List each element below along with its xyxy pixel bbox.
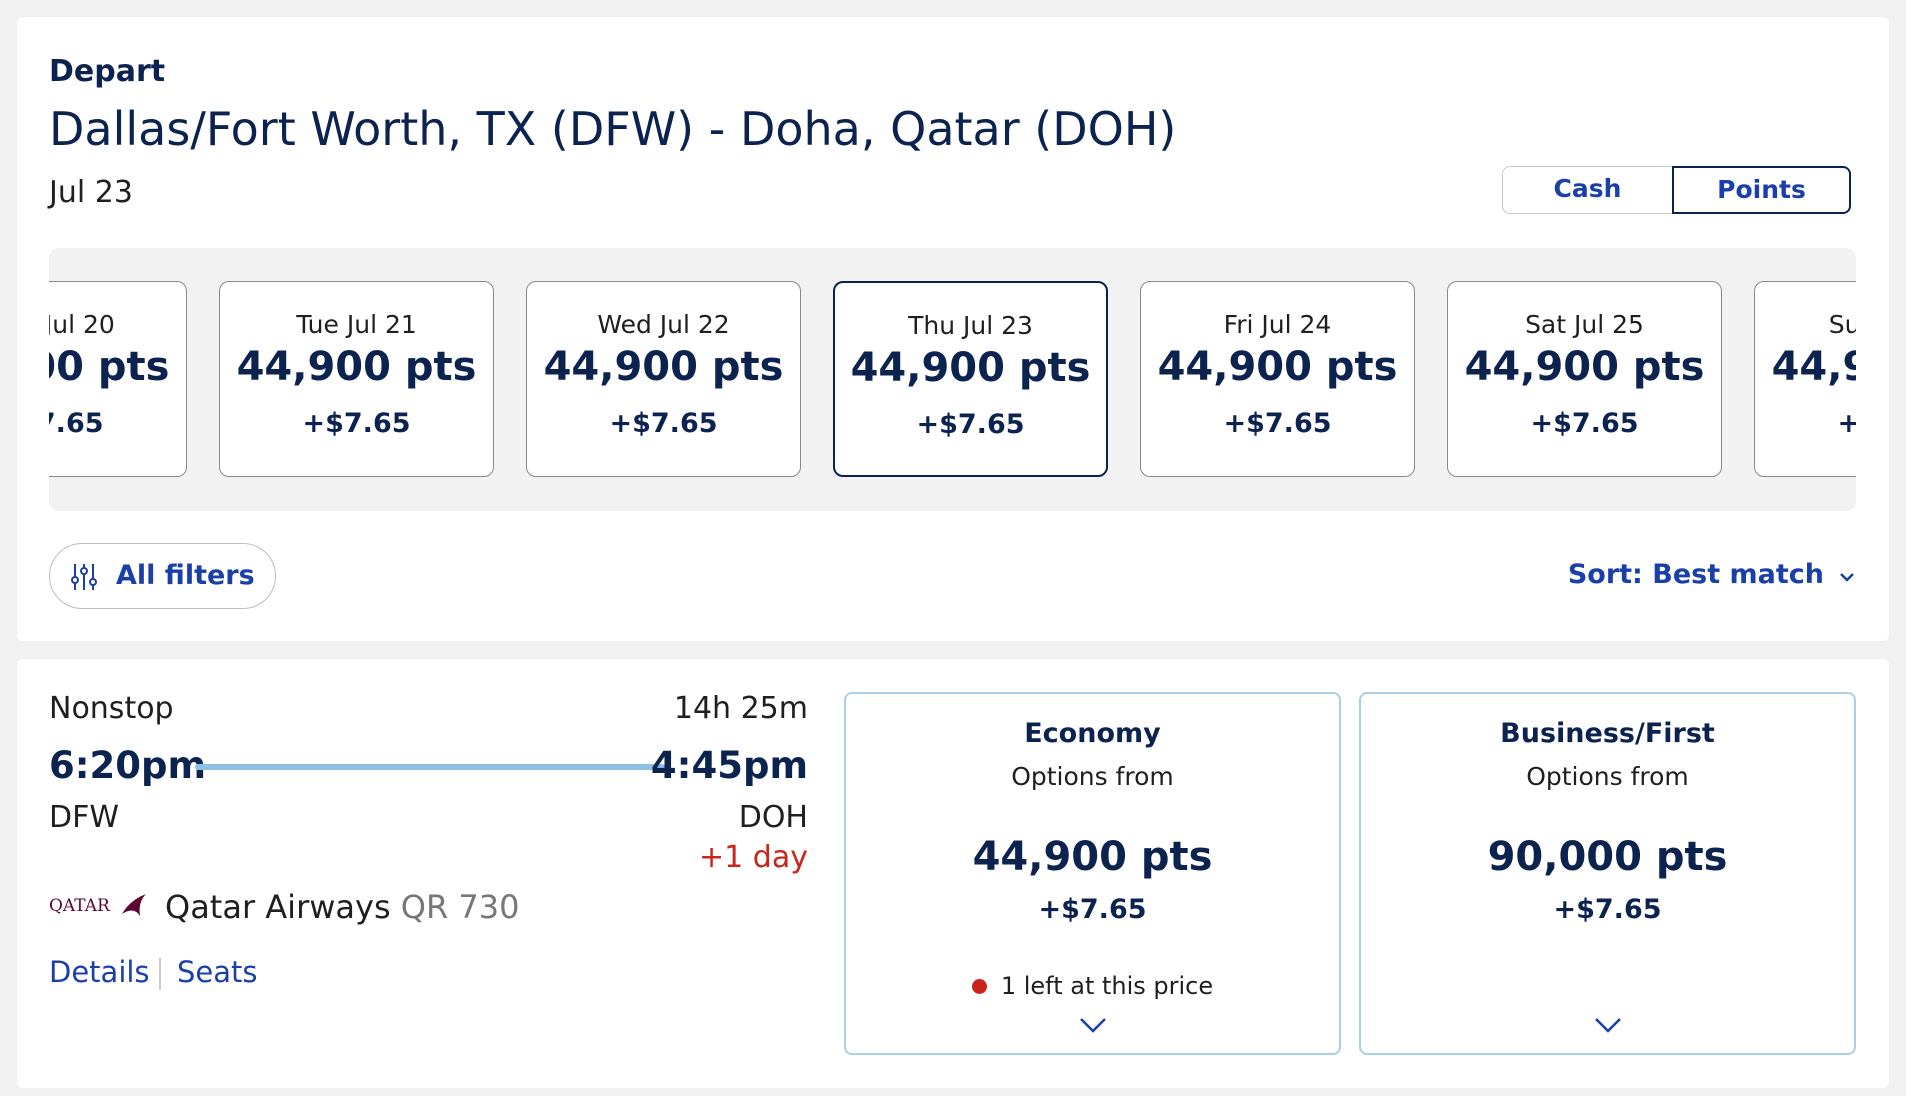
date-card-price: 44,900 pts (543, 344, 784, 390)
sort[interactable]: Sort: Best match (1567, 559, 1824, 590)
points-toggle[interactable]: Points (1672, 166, 1851, 214)
fare-fee: +$7.65 (1553, 894, 1662, 925)
date-card-price: 44,900 pts (1464, 344, 1705, 390)
date-card-fee: +$7.65 (916, 409, 1025, 440)
filters-button[interactable]: All filters (49, 543, 276, 609)
alert-dot (971, 979, 987, 994)
date-card[interactable]: Thu Jul 23 44,900 pts +$7.65 (833, 281, 1108, 477)
sort-chevron (1840, 573, 1854, 582)
date-card-day: Sat Jul 25 (1525, 310, 1644, 339)
date-card[interactable]: Wed Jul 22 44,900 pts +$7.65 (526, 281, 801, 477)
date-card-price: 44,900 pts (236, 344, 477, 390)
date-card-day: Fri Jul 24 (1223, 310, 1332, 339)
duration: 14h 25m (673, 691, 808, 726)
date-card-day: Mon Jul 20 (49, 310, 115, 339)
expand-chevron[interactable] (846, 1016, 1339, 1038)
date: Jul 23 (49, 175, 133, 210)
details-link[interactable]: Details (49, 955, 150, 989)
fare-note-row: 1 left at this price (846, 972, 1339, 1000)
route-line (195, 764, 665, 770)
depart-time: 6:20pm (49, 744, 207, 787)
fare-price: 44,900 pts (972, 834, 1213, 880)
origin: DFW (49, 800, 120, 835)
date-card-fee: +$7.65 (1837, 408, 1856, 439)
filter-icon (71, 564, 97, 590)
day-offset: +1 day (699, 840, 808, 875)
date-card-fee: +$7.65 (1530, 408, 1639, 439)
flight-number: QR 730 (400, 888, 520, 926)
date-card-price: 44,900 pts (49, 344, 170, 390)
date-strip: Mon Jul 20 44,900 pts +$7.65 Tue Jul 21 44,9… (49, 248, 1856, 511)
date-card-day: Thu Jul 23 (908, 311, 1033, 340)
date-card-day: Wed Jul 22 (597, 310, 730, 339)
fare-price: 90,000 pts (1487, 834, 1728, 880)
fare-box[interactable]: Business/First Options from 90,000 pts +$7.… (1359, 692, 1856, 1055)
airline-name: Qatar Airways (165, 888, 391, 926)
date-card[interactable]: Mon Jul 20 44,900 pts +$7.65 (49, 281, 187, 477)
arrive-time: 4:45pm (650, 744, 808, 787)
fare-cabin: Economy (1024, 718, 1161, 749)
stops: Nonstop (49, 691, 174, 726)
date-card-day: Tue Jul 21 (296, 310, 417, 339)
depart-label: Depart (49, 54, 166, 89)
date-card-fee: +$7.65 (609, 408, 718, 439)
link-divider (159, 958, 161, 990)
date-card[interactable]: Sun Jul 26 44,900 pts +$7.65 (1754, 281, 1856, 477)
fare-box[interactable]: Economy Options from 44,900 pts +$7.65 1 lef… (844, 692, 1341, 1055)
destination: DOH (738, 800, 808, 835)
chevron-icon (1594, 1018, 1621, 1033)
fare-subtitle: Options from (1011, 762, 1174, 791)
oryx-icon (122, 894, 146, 916)
airline-logo: QATAR (49, 896, 110, 916)
flight-card (17, 659, 1889, 1088)
fare-note: 1 left at this price (1000, 972, 1214, 1000)
fare-cabin: Business/First (1500, 718, 1715, 749)
chevron-icon (1079, 1018, 1106, 1033)
date-card-day: Sun Jul 26 (1828, 310, 1856, 339)
date-card[interactable]: Tue Jul 21 44,900 pts +$7.65 (219, 281, 494, 477)
fare-subtitle: Options from (1526, 762, 1689, 791)
date-card-fee: +$7.65 (49, 408, 104, 439)
fare-fee: +$7.65 (1038, 894, 1147, 925)
seats-link[interactable]: Seats (177, 955, 258, 989)
date-card[interactable]: Sat Jul 25 44,900 pts +$7.65 (1447, 281, 1722, 477)
date-card[interactable]: Fri Jul 24 44,900 pts +$7.65 (1140, 281, 1415, 477)
date-card-price: 44,900 pts (1771, 344, 1856, 390)
date-card-fee: +$7.65 (302, 408, 411, 439)
expand-chevron[interactable] (1361, 1016, 1854, 1038)
route-title: Dallas/Fort Worth, TX (DFW) - Doha, Qata… (49, 102, 1177, 156)
filters-label: All filters (116, 560, 255, 591)
date-card-price: 44,900 pts (1157, 344, 1398, 390)
date-card-price: 44,900 pts (850, 345, 1091, 391)
airline: Qatar Airways QR 730 (165, 888, 519, 926)
date-card-fee: +$7.65 (1223, 408, 1332, 439)
cash-toggle[interactable]: Cash (1502, 166, 1672, 214)
